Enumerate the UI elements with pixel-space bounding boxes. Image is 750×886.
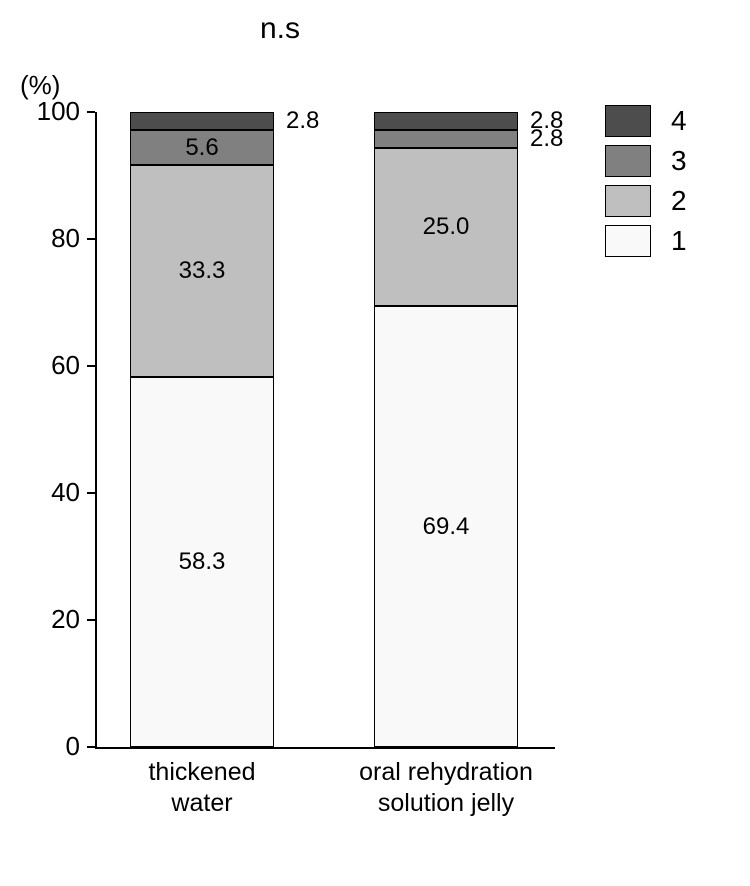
y-tick (87, 619, 95, 621)
segment-label: 58.3 (179, 548, 226, 576)
segment-series-3 (374, 130, 518, 148)
chart-title: n.s (0, 12, 560, 46)
y-tick-label: 20 (20, 604, 80, 635)
y-tick (87, 111, 95, 113)
y-tick-label: 80 (20, 223, 80, 254)
y-tick-label: 60 (20, 350, 80, 381)
legend-label: 4 (671, 105, 687, 137)
legend-label: 3 (671, 145, 687, 177)
x-axis (95, 747, 555, 749)
y-tick (87, 365, 95, 367)
segment-series-4 (374, 112, 518, 130)
segment-side-label: 2.8 (530, 107, 563, 135)
segment-series-4 (130, 112, 274, 130)
legend-swatch (605, 225, 651, 257)
y-tick (87, 238, 95, 240)
y-tick-label: 100 (20, 96, 80, 127)
x-category-label-oral_rehydration_solution_jelly: oral rehydration solution jelly (336, 757, 556, 820)
segment-series-1: 58.3 (130, 377, 274, 747)
segment-label: 5.6 (185, 134, 218, 162)
legend-item-2: 2 (605, 185, 687, 217)
segment-series-1: 69.4 (374, 306, 518, 747)
y-tick-label: 0 (20, 731, 80, 762)
segment-label: 25.0 (423, 213, 470, 241)
segment-label: 33.3 (179, 257, 226, 285)
legend-label: 2 (671, 185, 687, 217)
segment-series-2: 25.0 (374, 148, 518, 307)
legend-swatch (605, 145, 651, 177)
x-label-line2: solution jelly (378, 789, 514, 817)
x-category-label-thickened_water: thickened water (92, 757, 312, 820)
x-label-line1: oral rehydration (359, 758, 533, 786)
bar-thickened_water: 58.3 33.3 5.6 (130, 112, 274, 747)
y-tick (87, 492, 95, 494)
legend-label: 1 (671, 225, 687, 257)
legend-swatch (605, 105, 651, 137)
y-tick-label: 40 (20, 477, 80, 508)
segment-series-3: 5.6 (130, 130, 274, 166)
legend: 4 3 2 1 (605, 105, 687, 265)
legend-item-3: 3 (605, 145, 687, 177)
plot-area: 58.3 33.3 5.6 69.4 25.0 (95, 112, 555, 747)
stacked-bar-chart: n.s (%) 020406080100 58.333.35.669.425.0… (0, 0, 750, 886)
y-tick (87, 746, 95, 748)
segment-label: 69.4 (423, 513, 470, 541)
legend-item-4: 4 (605, 105, 687, 137)
legend-swatch (605, 185, 651, 217)
bar-oral_rehydration_solution_jelly: 69.4 25.0 (374, 112, 518, 747)
segment-series-2: 33.3 (130, 165, 274, 376)
x-label-line2: water (171, 789, 232, 817)
segment-side-label: 2.8 (286, 107, 319, 135)
legend-item-1: 1 (605, 225, 687, 257)
x-label-line1: thickened (148, 758, 255, 786)
